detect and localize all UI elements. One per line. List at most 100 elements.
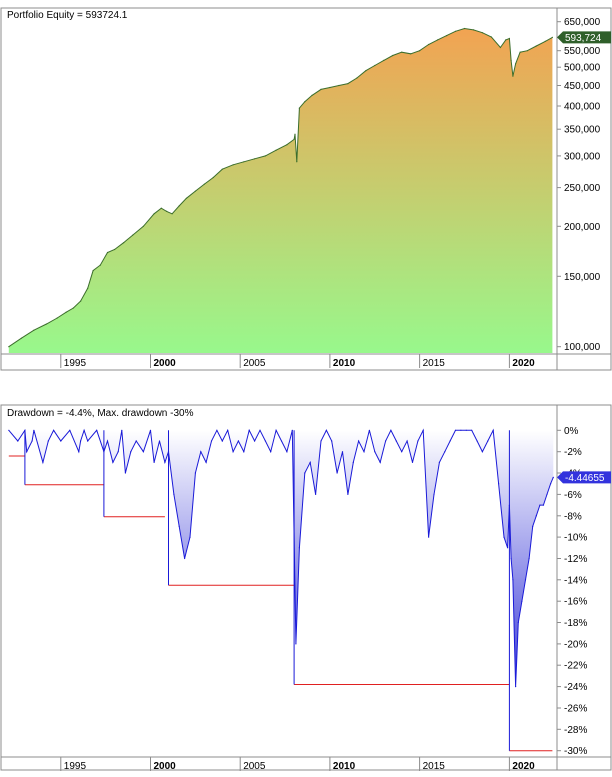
drawdown-point — [121, 429, 123, 431]
drawdown-point — [315, 493, 317, 495]
equity-point — [338, 84, 340, 87]
drawdown-point — [546, 493, 548, 495]
drawdown-y-tick-label: -14% — [564, 575, 587, 586]
equity-y-ticks: 100,000 150,000 200,000 250,000 300,000 350,0… — [557, 17, 601, 353]
drawdown-point — [476, 440, 478, 442]
equity-point — [454, 30, 457, 32]
drawdown-y-tick-label: -20% — [564, 639, 587, 650]
equity-last-value-badge: 593,724 — [557, 31, 611, 44]
equity-x-tick-label: 2005 — [243, 358, 266, 369]
drawdown-point — [444, 451, 446, 453]
equity-point — [304, 101, 306, 103]
equity-y-tick-label: 300,000 — [564, 151, 601, 162]
drawdown-point — [153, 461, 155, 463]
equity-point — [160, 207, 162, 209]
drawdown-point — [47, 440, 49, 442]
drawdown-y-tick-label: -22% — [564, 661, 587, 672]
drawdown-point — [422, 429, 424, 431]
drawdown-point — [17, 440, 19, 442]
drawdown-point — [503, 536, 505, 538]
drawdown-point — [83, 429, 85, 431]
drawdown-point — [259, 429, 261, 431]
equity-point — [505, 39, 507, 41]
drawdown-y-tick-label: -2% — [564, 447, 582, 458]
drawdown-point — [216, 429, 218, 431]
drawdown-point — [454, 429, 457, 431]
drawdown-point — [481, 451, 483, 453]
drawdown-point — [524, 579, 527, 581]
drawdown-point — [550, 483, 552, 485]
drawdown-y-tick-label: -16% — [564, 597, 587, 608]
equity-point — [294, 133, 296, 135]
equity-point — [114, 248, 116, 251]
drawdown-area-fill — [8, 430, 554, 687]
drawdown-point — [552, 476, 554, 478]
drawdown-point — [304, 472, 306, 474]
drawdown-point — [286, 451, 288, 453]
drawdown-point — [465, 429, 467, 431]
drawdown-point — [460, 429, 462, 431]
equity-y-tick-label: 450,000 — [564, 81, 601, 92]
drawdown-point — [498, 483, 500, 485]
drawdown-point — [80, 440, 82, 442]
drawdown-x-tick-label: 2000 — [154, 761, 177, 772]
drawdown-last-value-badge: -4.44655 — [557, 471, 611, 484]
drawdown-point — [112, 461, 114, 463]
drawdown-point — [471, 429, 473, 431]
drawdown-point — [374, 451, 376, 453]
equity-y-tick-label: 200,000 — [564, 222, 601, 233]
drawdown-point — [352, 461, 354, 463]
equity-point — [510, 59, 512, 62]
drawdown-point — [515, 686, 517, 688]
equity-point — [178, 205, 180, 207]
drawdown-panel: 0%-2%-4%-6%-8%-10%-12%-14%-16%-18%-20%-2… — [0, 404, 612, 772]
drawdown-point — [341, 451, 344, 453]
drawdown-point — [275, 429, 277, 431]
drawdown-point — [130, 451, 132, 453]
drawdown-point — [401, 451, 403, 453]
drawdown-envelope-connectors — [24, 430, 510, 751]
equity-point — [508, 37, 510, 40]
drawdown-point — [42, 461, 44, 463]
equity-point — [221, 168, 223, 170]
drawdown-point — [205, 461, 207, 463]
equity-point — [254, 158, 256, 160]
equity-panel: 100,000 150,000 200,000 250,000 300,000 350,0… — [0, 7, 612, 371]
drawdown-point — [517, 621, 519, 624]
equity-point — [365, 70, 367, 72]
drawdown-y-tick-label: -28% — [564, 725, 587, 736]
equity-point — [392, 54, 394, 57]
equity-point — [472, 29, 475, 31]
drawdown-point — [492, 429, 494, 431]
drawdown-point — [280, 440, 283, 442]
equity-point — [212, 176, 214, 179]
equity-plot-area — [8, 27, 554, 353]
equity-point — [293, 138, 295, 140]
equity-point — [87, 287, 89, 289]
drawdown-point — [417, 440, 419, 442]
drawdown-point — [363, 451, 365, 453]
equity-point — [490, 36, 492, 38]
drawdown-point — [149, 429, 152, 431]
drawdown-point — [232, 451, 234, 453]
drawdown-point — [325, 429, 327, 431]
drawdown-point — [331, 440, 333, 442]
drawdown-point — [449, 440, 451, 442]
equity-point — [296, 161, 298, 163]
drawdown-point — [96, 429, 98, 431]
equity-point — [515, 63, 517, 65]
drawdown-point — [542, 504, 545, 506]
drawdown-x-tick-label: 2010 — [333, 761, 356, 772]
drawdown-point — [532, 525, 534, 528]
equity-point — [383, 59, 385, 62]
equity-point — [356, 77, 358, 79]
drawdown-point — [164, 461, 166, 463]
drawdown-point — [142, 451, 144, 453]
drawdown-point — [510, 557, 512, 560]
drawdown-point — [295, 643, 297, 645]
drawdown-point — [33, 429, 35, 431]
equity-y-tick-label: 150,000 — [564, 272, 601, 283]
equity-point — [166, 210, 168, 212]
drawdown-point — [135, 440, 137, 442]
drawdown-point — [158, 440, 161, 442]
